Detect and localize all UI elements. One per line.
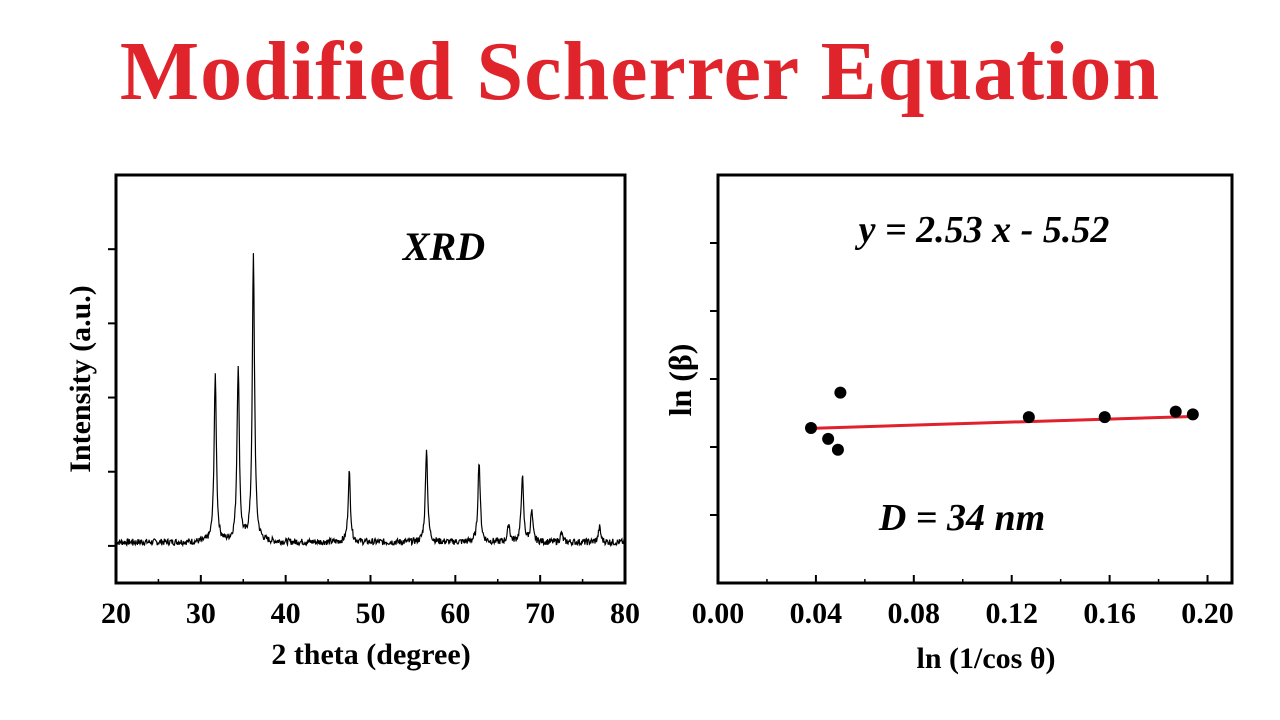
xrd-x-tick-label: 60 (440, 597, 470, 630)
scherrer-data-point (1022, 411, 1035, 424)
xrd-x-tick-label: 50 (356, 597, 386, 630)
scherrer-x-tick-label: 0.08 (888, 597, 941, 630)
scherrer-x-tick-label: 0.12 (985, 597, 1038, 630)
xrd-annotation: XRD (401, 224, 485, 269)
xrd-y-axis-label: Intensity (a.u.) (64, 285, 97, 473)
xrd-x-tick-label: 20 (101, 597, 131, 630)
scherrer-x-axis-label: ln (1/cos θ) (917, 642, 1056, 675)
scherrer-x-tick-label: 0.20 (1181, 597, 1234, 630)
scherrer-data-point (831, 443, 844, 456)
fit-line (810, 414, 1193, 430)
xrd-x-tick-label: 30 (186, 597, 216, 630)
scherrer-x-tick-label: 0.00 (692, 597, 745, 630)
scherrer-data-point (1169, 405, 1182, 418)
scherrer-data-point (1098, 411, 1111, 424)
scherrer-x-tick-label: 0.04 (790, 597, 843, 630)
crystallite-size-result: D = 34 nm (878, 497, 1045, 539)
scherrer-data-point (1186, 408, 1199, 421)
xrd-x-tick-label: 40 (271, 597, 301, 630)
xrd-pattern-line (115, 253, 626, 548)
xrd-x-tick-label: 80 (610, 597, 640, 630)
xrd-x-axis-label: 2 theta (degree) (271, 638, 470, 671)
scherrer-data-point (822, 432, 835, 445)
xrd-x-tick-label: 70 (525, 597, 555, 630)
scherrer-plot: 0.00 0.04 0.08 0.12 0.16 0.20 y = 2.53 x - 5.… (662, 173, 1234, 675)
scherrer-y-axis-label: ln (β) (662, 344, 698, 417)
scherrer-data-point (805, 421, 818, 434)
xrd-chart: 20 30 40 50 60 70 80 XRD 2 theta (degree) Inte… (64, 173, 640, 671)
xrd-plot-frame (114, 173, 627, 585)
page-title: Modified Scherrer Equation (119, 25, 1161, 118)
fit-equation: y = 2.53 x - 5.52 (855, 209, 1110, 251)
scherrer-data-point (834, 386, 847, 399)
scherrer-x-tick-label: 0.16 (1083, 597, 1136, 630)
